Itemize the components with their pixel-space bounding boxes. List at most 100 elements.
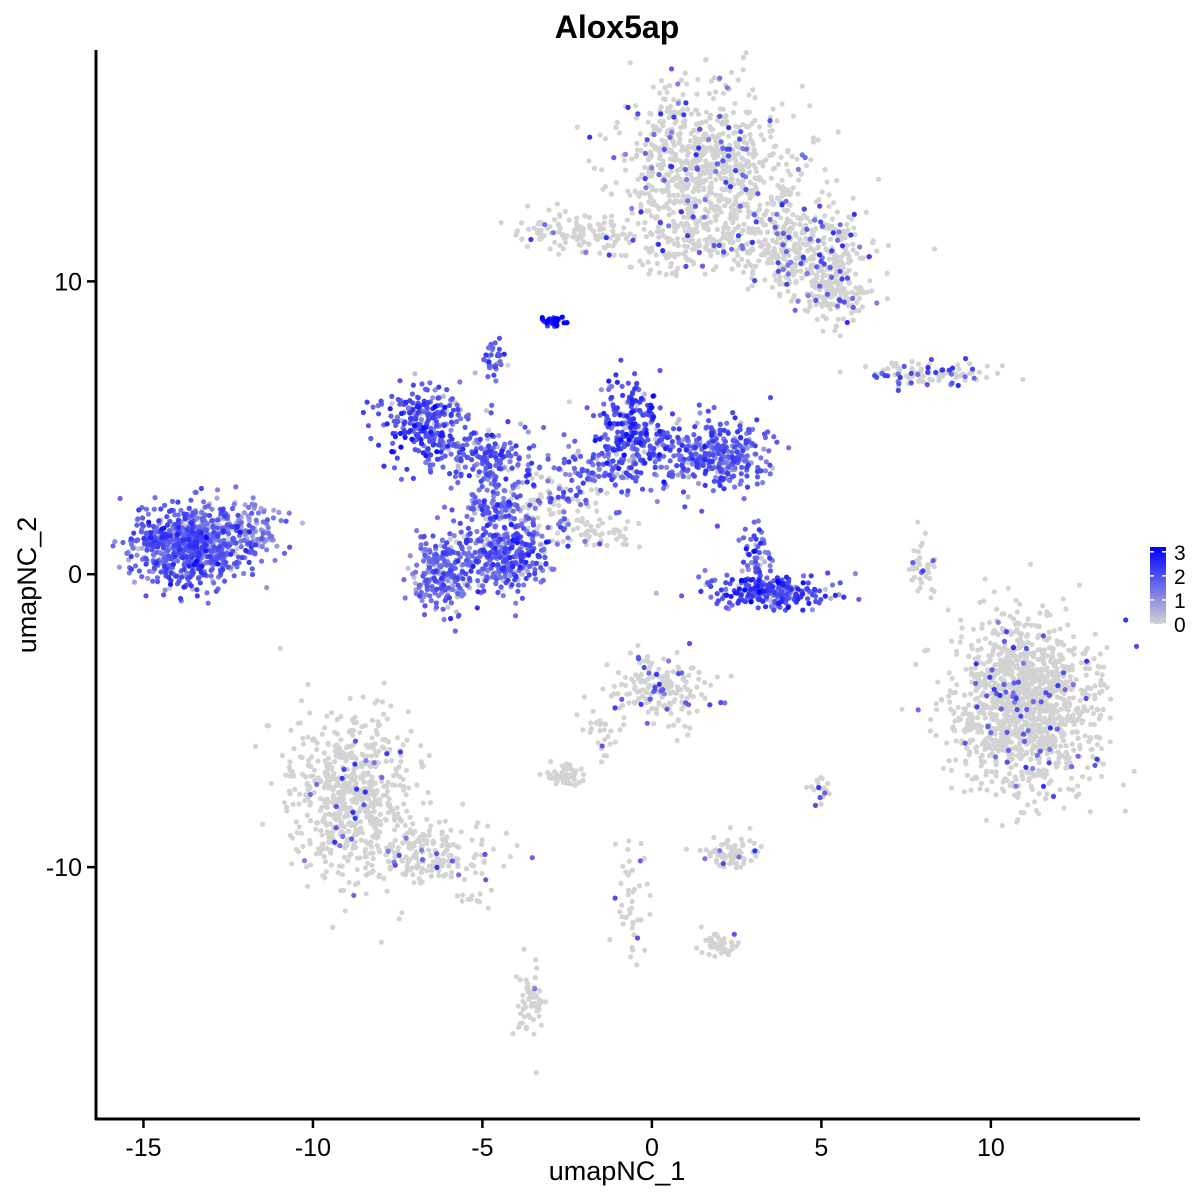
point-right-large [1069, 667, 1075, 673]
point-top-right-large [672, 157, 678, 163]
point-right-large [1028, 738, 1034, 744]
point-top-right-large [651, 143, 657, 149]
point-right-large [990, 696, 996, 702]
point-center-bottom-cluster [673, 690, 679, 696]
point-top-right-arm [852, 291, 859, 297]
point-top-center-strip [547, 246, 553, 252]
point-bottom-left-large [305, 681, 311, 688]
point-bottom-left-large [307, 710, 313, 716]
point-bottom-cluster [533, 957, 539, 963]
point-top-center-bridge [654, 229, 660, 235]
point-bottom-left-large [337, 863, 343, 869]
point-right-large [1024, 632, 1031, 638]
point-bottom-left-large [323, 859, 329, 865]
point-center-bottom-strand [597, 728, 603, 734]
point-top-center-strip [620, 231, 627, 237]
point-top-right-tail [765, 242, 771, 248]
point-bottom-mid-strand [637, 883, 643, 889]
point-top-center-bridge [645, 259, 651, 265]
point-bottom-left-large [381, 711, 387, 717]
point-top-right-large [750, 87, 756, 93]
point-bottom-left-large [341, 887, 347, 894]
point-center-lower-left [414, 528, 420, 534]
point-bottom-left-large [372, 793, 378, 800]
point-center-stalk [588, 523, 594, 529]
point-center-right-band [566, 443, 572, 449]
point-bottom-left-tail [410, 872, 416, 878]
point-center-bottom-cluster [668, 683, 674, 689]
point-bottom-left-tail [501, 863, 507, 869]
point-right-small-arc [917, 555, 923, 561]
point-bottom-left-large [392, 837, 398, 844]
point-top-center-bridge [669, 270, 675, 277]
point-bottom-left-tail [416, 876, 422, 882]
point-top-right-tail [793, 268, 800, 274]
point-top-right-arm [856, 295, 862, 302]
point-right-large [949, 675, 955, 682]
point-right-mid-streak [862, 364, 869, 370]
point-top-right-large [665, 183, 672, 189]
point-bottom-mid-cluster [683, 846, 690, 852]
point-bottom-left-large [335, 870, 341, 876]
point-top-right-large [633, 103, 639, 109]
point-bottom-left-large [337, 819, 344, 825]
point-right-large [990, 746, 996, 752]
point-bottom-left-tail [426, 847, 432, 853]
point-bottom-mid-cluster [720, 841, 726, 848]
point-right-large [1083, 647, 1089, 654]
point-top-right-arm [850, 317, 857, 323]
point-top-right-arm [799, 275, 805, 281]
point-bottom-left-large [383, 758, 389, 764]
point-center-bottom-cluster [682, 684, 688, 690]
point-top-right-arm [834, 272, 840, 279]
point-top-right-large [704, 161, 710, 167]
point-right-large [1101, 664, 1107, 670]
point-right-large [1005, 708, 1011, 714]
point-top-right-tail [790, 212, 796, 218]
point-right-large [1073, 676, 1079, 683]
point-center-bottom-strand [607, 741, 613, 747]
point-bottom-scatter [459, 898, 465, 904]
point-top-right-tail [844, 242, 850, 248]
point-top-right-large [693, 137, 699, 143]
point-right-large [1029, 786, 1035, 793]
point-center-bottom-cluster [688, 665, 694, 671]
point-top-right-large [749, 120, 755, 127]
point-center-bottom-cluster [679, 693, 685, 700]
point-top-center-strip [518, 220, 525, 226]
point-top-right-large [722, 196, 728, 202]
point-right-small-arc [927, 561, 933, 567]
point-bottom-mid-foot [722, 947, 728, 953]
point-right-large [1050, 660, 1056, 666]
point-center-bottom-small [553, 781, 559, 787]
point-top-right-large [713, 145, 719, 151]
point-bottom-cluster [533, 1070, 539, 1076]
point-right-large [1063, 749, 1069, 755]
point-top-right-large [633, 115, 640, 121]
point-top-right-arm [845, 302, 851, 308]
point-bottom-left-large [404, 737, 410, 743]
point-top-right-tail [758, 243, 764, 249]
point-top-center-bridge [672, 228, 678, 235]
point-bottom-left-large [366, 814, 372, 821]
point-top-right-large [790, 113, 797, 119]
point-top-right-tail [720, 229, 726, 235]
point-bottom-left-large [392, 827, 398, 833]
point-bottom-left-large [326, 839, 332, 845]
point-right-large [1063, 743, 1069, 749]
point-center-lower-left [407, 553, 413, 559]
point-top-right-tail [813, 226, 819, 232]
point-right-large [981, 661, 987, 667]
point-top-right-tail [864, 289, 870, 295]
point-center-bottom-cluster [645, 658, 651, 665]
point-top-right-tail [797, 245, 803, 251]
point-right-large [1014, 819, 1020, 825]
point-top-right-arm [835, 316, 841, 322]
point-top-center-bridge [675, 243, 682, 249]
point-bottom-mid-strand [638, 917, 644, 923]
point-top-right-tail [803, 236, 809, 242]
point-top-right-large [658, 78, 665, 84]
point-top-right-large [756, 174, 762, 180]
point-top-right-large [664, 171, 670, 177]
point-center-bottom-cluster [635, 642, 641, 649]
